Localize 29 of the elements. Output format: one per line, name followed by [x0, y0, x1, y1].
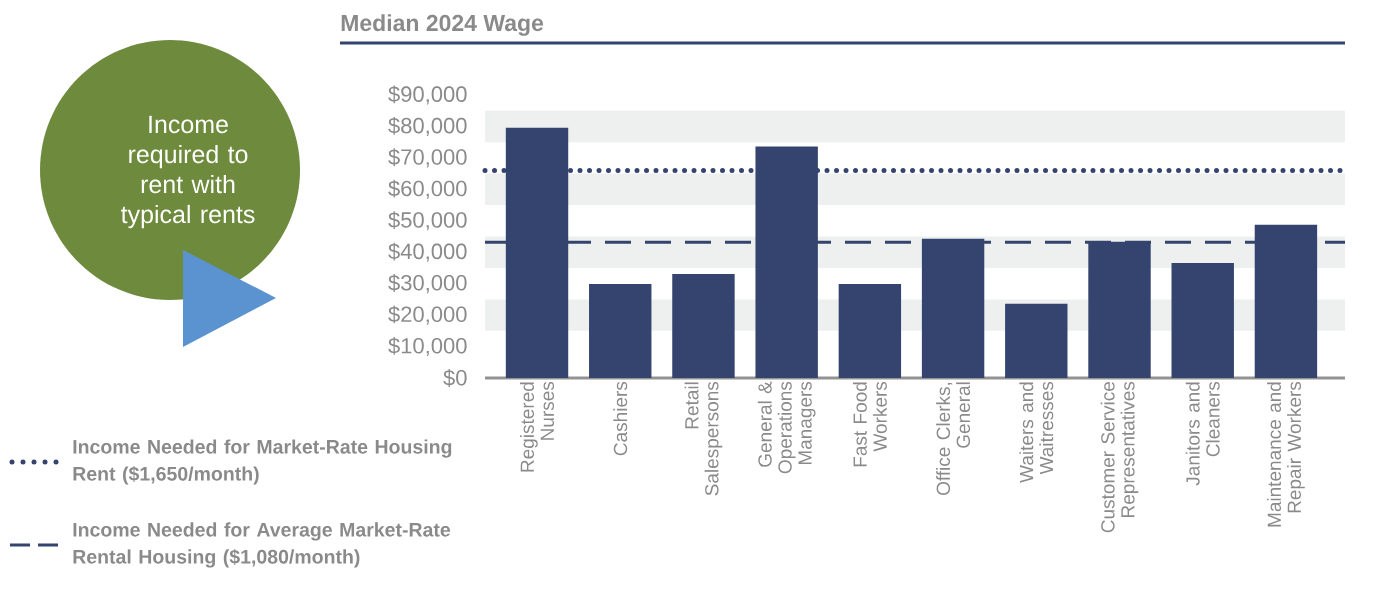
y-tick-label: $50,000 [388, 211, 467, 231]
y-tick-label: $0 [443, 369, 467, 387]
x-tick-label: Waiters and Waitresses [1019, 381, 1054, 483]
x-tick-label: General & Operations Managers [757, 381, 816, 474]
x-tick-label: Cashiers [613, 381, 628, 456]
y-tick-label: $30,000 [388, 274, 467, 294]
legend-label: Income Needed for Market-Rate Housing Rent ($1,650/month) [73, 439, 452, 485]
bar [1171, 262, 1234, 378]
y-tick-label: $90,000 [388, 85, 467, 105]
bar [672, 273, 735, 378]
x-tick-label: Fast Food Workers [852, 381, 887, 467]
x-tick-label: Registered Nurses [520, 381, 554, 472]
x-tick-label: Maintenance and Repair Workers [1267, 381, 1305, 527]
text: Income required to rent with typical rents [121, 115, 255, 229]
chart-title: Median 2024 Wage [341, 14, 544, 36]
y-tick-label: $70,000 [388, 148, 467, 168]
bar [589, 283, 652, 378]
y-tick-label: $20,000 [388, 305, 467, 325]
x-tick-label: Janitors and Cleaners [1185, 381, 1220, 486]
y-tick-label: $40,000 [388, 242, 467, 262]
legend-label: Income Needed for Average Market-Rate Rental Housing ($1,080/month) [73, 522, 451, 568]
x-tick-label: Retail Salespersons [684, 381, 723, 496]
y-tick-label: $10,000 [388, 337, 467, 357]
y-tick-label: $60,000 [388, 179, 467, 199]
y-tick-label: $80,000 [388, 116, 467, 136]
x-tick-label: Customer Service Representatives [1100, 381, 1139, 533]
x-tick-label: Office Clerks, General [936, 382, 971, 496]
bar [838, 283, 902, 378]
bar [1005, 303, 1068, 378]
